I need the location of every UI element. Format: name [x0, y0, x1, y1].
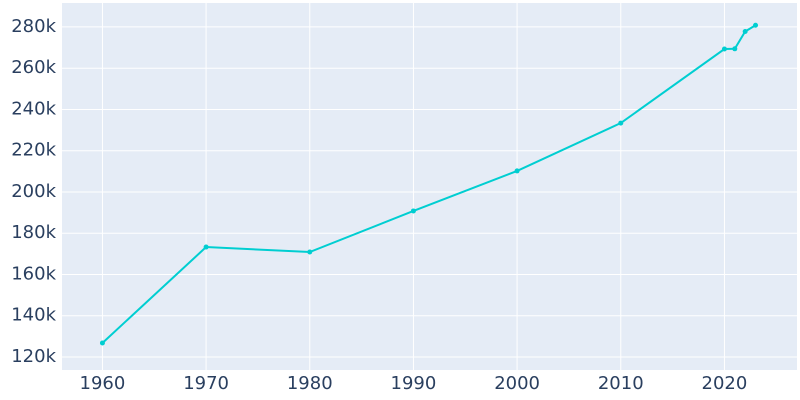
data-point [203, 244, 209, 250]
data-point [514, 168, 520, 174]
y-tick-label: 220k [11, 140, 56, 161]
x-tick-label: 1960 [80, 373, 126, 394]
data-point [307, 249, 313, 255]
x-tick-label: 1980 [287, 373, 333, 394]
data-point [742, 28, 748, 34]
data-point [618, 120, 624, 126]
series-line [101, 24, 757, 344]
data-point [753, 22, 759, 28]
y-tick-label: 200k [11, 181, 56, 202]
y-tick-label: 280k [11, 16, 56, 37]
x-tick-label: 1990 [391, 373, 437, 394]
data-point [732, 46, 738, 52]
y-tick-label: 160k [11, 263, 56, 284]
y-tick-label: 140k [11, 305, 56, 326]
data-point [721, 46, 727, 52]
x-tick-label: 1970 [183, 373, 229, 394]
y-tick-label: 260k [11, 57, 56, 78]
plot-area [62, 3, 797, 370]
x-tick-label: 2000 [494, 373, 540, 394]
y-tick-label: 120k [11, 346, 56, 367]
data-point [410, 208, 416, 214]
x-tick-label: 2010 [598, 373, 644, 394]
y-tick-label: 180k [11, 222, 56, 243]
y-tick-label: 240k [11, 98, 56, 119]
x-tick-label: 2020 [702, 373, 748, 394]
data-point [99, 340, 105, 346]
